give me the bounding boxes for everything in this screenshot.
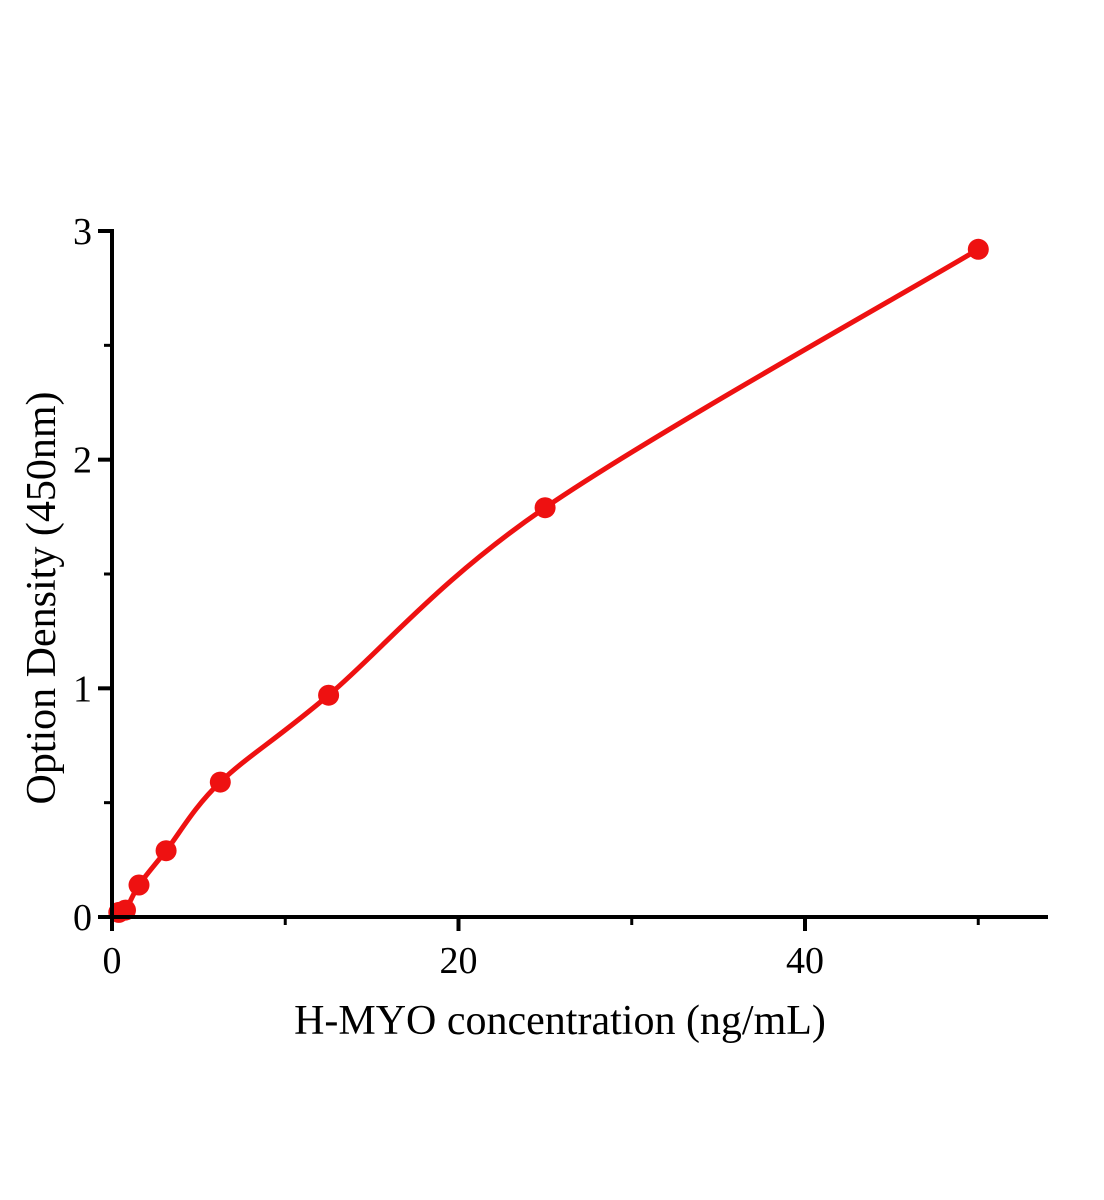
x-tick-label-0: 0	[103, 940, 122, 982]
data-point-6.25	[209, 771, 231, 793]
x-tick-label-40: 40	[786, 940, 824, 982]
y-tick-label-0: 0	[73, 897, 92, 939]
data-point-12.5	[318, 684, 340, 706]
x-tick-label-20: 20	[440, 940, 478, 982]
y-tick-label-3: 3	[73, 211, 92, 253]
data-point-3.12	[155, 840, 177, 862]
y-tick-label-1: 1	[73, 668, 92, 710]
data-point-1.56	[128, 874, 150, 896]
data-point-50	[967, 238, 989, 260]
fit-curve	[116, 246, 981, 916]
x-axis-title: H-MYO concentration (ng/mL)	[294, 998, 826, 1044]
data-point-25	[534, 497, 556, 519]
axes	[110, 229, 1048, 919]
y-tick-label-2: 2	[73, 440, 92, 482]
y-axis-title: Option Density (450nm)	[19, 392, 65, 805]
plot-layer: 0 1 2 3 0 20 40	[73, 211, 1048, 982]
